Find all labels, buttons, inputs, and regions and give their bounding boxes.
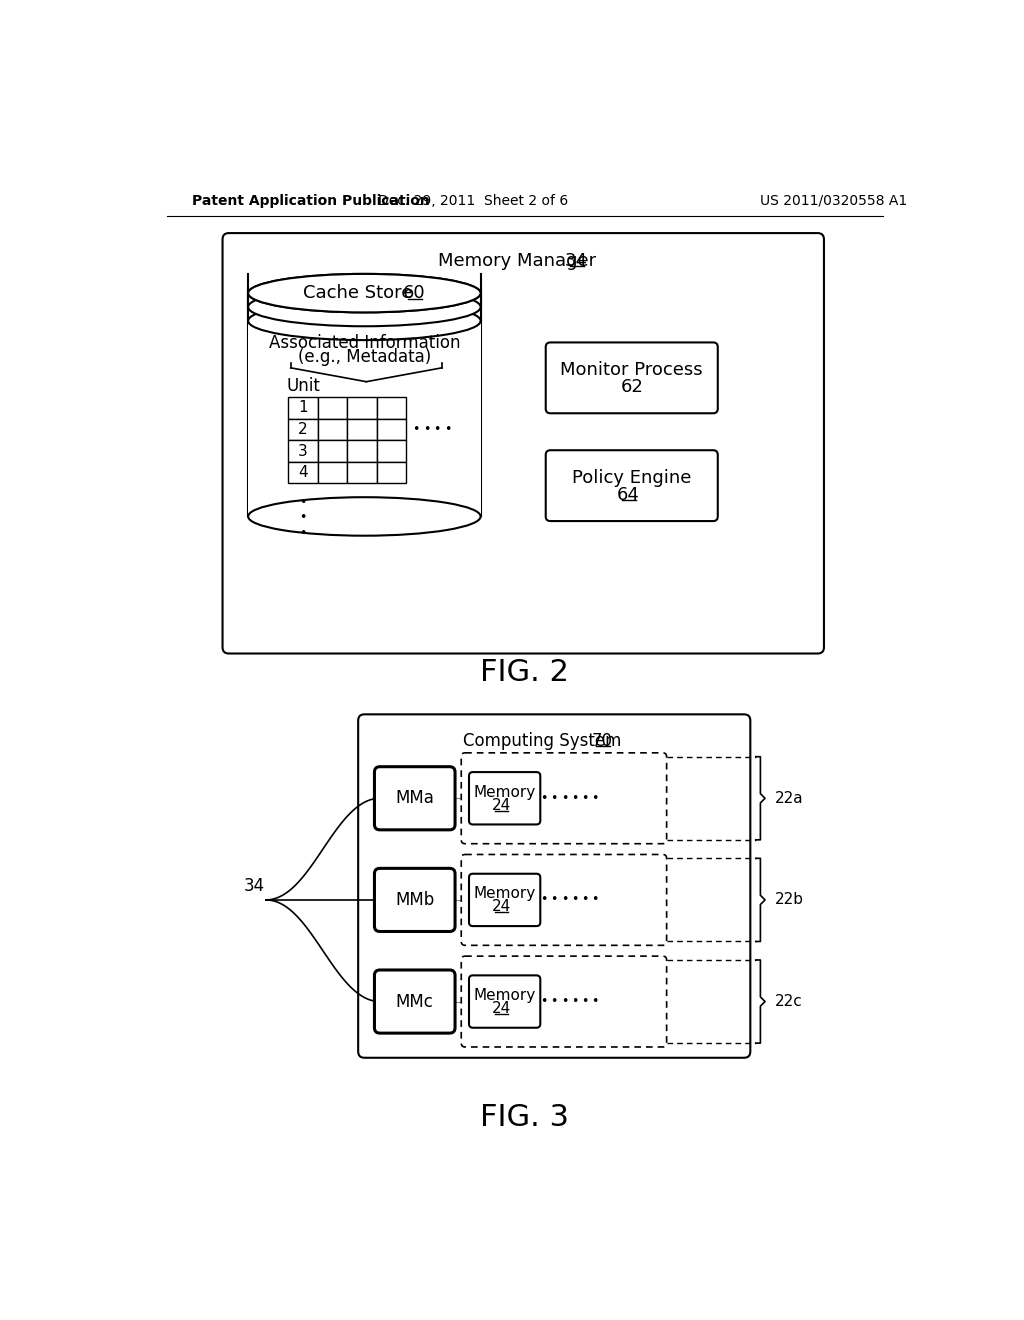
- Bar: [377, 397, 407, 418]
- Text: •: •: [591, 995, 598, 1008]
- Text: (e.g., Metadata): (e.g., Metadata): [298, 348, 431, 366]
- Text: •: •: [433, 422, 441, 436]
- FancyBboxPatch shape: [469, 772, 541, 825]
- FancyBboxPatch shape: [469, 975, 541, 1028]
- Text: Memory: Memory: [473, 886, 536, 902]
- Bar: [248, 293, 480, 516]
- Bar: [289, 462, 317, 483]
- Bar: [377, 441, 407, 462]
- FancyBboxPatch shape: [461, 752, 667, 843]
- Bar: [289, 397, 317, 418]
- Bar: [317, 462, 347, 483]
- Text: Computing System: Computing System: [464, 731, 622, 750]
- Bar: [317, 418, 347, 441]
- Text: MMb: MMb: [395, 891, 434, 909]
- Text: FIG. 3: FIG. 3: [480, 1102, 569, 1131]
- FancyBboxPatch shape: [375, 767, 455, 830]
- Text: 62: 62: [621, 378, 643, 396]
- Bar: [289, 441, 317, 462]
- FancyBboxPatch shape: [461, 854, 667, 945]
- Text: •: •: [560, 894, 568, 907]
- Ellipse shape: [248, 275, 480, 313]
- Text: •: •: [541, 995, 548, 1008]
- Text: Memory Manager: Memory Manager: [438, 252, 596, 269]
- Text: 4: 4: [298, 465, 308, 480]
- Text: •: •: [581, 792, 588, 805]
- Text: •: •: [551, 894, 558, 907]
- Text: Memory: Memory: [473, 987, 536, 1003]
- Text: Policy Engine: Policy Engine: [572, 469, 691, 487]
- Text: •: •: [541, 792, 548, 805]
- Text: •: •: [570, 894, 579, 907]
- Text: •: •: [299, 496, 307, 510]
- Text: 24: 24: [492, 797, 511, 813]
- Text: Associated Information: Associated Information: [268, 334, 460, 352]
- FancyBboxPatch shape: [375, 970, 455, 1034]
- Ellipse shape: [248, 302, 480, 341]
- Text: •: •: [581, 894, 588, 907]
- Text: 24: 24: [492, 899, 511, 915]
- Text: 22b: 22b: [775, 892, 804, 907]
- Text: •: •: [423, 422, 430, 436]
- FancyBboxPatch shape: [375, 869, 455, 932]
- Text: •: •: [444, 422, 452, 436]
- Text: •: •: [412, 422, 419, 436]
- Ellipse shape: [248, 275, 480, 313]
- Text: •: •: [560, 995, 568, 1008]
- Text: 3: 3: [298, 444, 308, 458]
- FancyBboxPatch shape: [546, 450, 718, 521]
- Text: •: •: [591, 792, 598, 805]
- Text: MMa: MMa: [395, 789, 434, 808]
- Text: •: •: [570, 792, 579, 805]
- Bar: [317, 441, 347, 462]
- Text: US 2011/0320558 A1: US 2011/0320558 A1: [760, 194, 907, 207]
- Text: FIG. 2: FIG. 2: [480, 659, 569, 688]
- FancyBboxPatch shape: [222, 234, 824, 653]
- Text: 22a: 22a: [775, 791, 804, 805]
- Ellipse shape: [248, 498, 480, 536]
- FancyBboxPatch shape: [358, 714, 751, 1057]
- Ellipse shape: [248, 288, 480, 326]
- Text: 1: 1: [298, 400, 308, 416]
- Text: •: •: [541, 894, 548, 907]
- Text: •: •: [551, 995, 558, 1008]
- FancyBboxPatch shape: [546, 342, 718, 413]
- Text: •: •: [299, 511, 307, 524]
- Bar: [377, 462, 407, 483]
- Bar: [347, 418, 377, 441]
- Text: Monitor Process: Monitor Process: [560, 362, 703, 379]
- Text: 70: 70: [592, 731, 612, 750]
- Text: 34: 34: [564, 252, 588, 269]
- Text: •: •: [551, 792, 558, 805]
- Text: Cache Store: Cache Store: [303, 284, 413, 302]
- Text: 24: 24: [492, 1001, 511, 1016]
- Bar: [377, 418, 407, 441]
- Text: Dec. 29, 2011  Sheet 2 of 6: Dec. 29, 2011 Sheet 2 of 6: [378, 194, 568, 207]
- Text: Memory: Memory: [473, 784, 536, 800]
- Bar: [289, 418, 317, 441]
- FancyBboxPatch shape: [469, 874, 541, 927]
- Text: MMc: MMc: [396, 993, 434, 1011]
- FancyBboxPatch shape: [461, 956, 667, 1047]
- Bar: [347, 397, 377, 418]
- Text: Unit: Unit: [287, 378, 321, 395]
- Text: •: •: [570, 995, 579, 1008]
- Text: 64: 64: [616, 486, 639, 504]
- Text: 2: 2: [298, 422, 308, 437]
- Text: •: •: [581, 995, 588, 1008]
- Bar: [347, 462, 377, 483]
- Text: •: •: [299, 527, 307, 540]
- Bar: [317, 397, 347, 418]
- Text: •: •: [591, 894, 598, 907]
- Text: 60: 60: [402, 284, 425, 302]
- Text: 34: 34: [244, 876, 265, 895]
- Bar: [347, 441, 377, 462]
- Text: Patent Application Publication: Patent Application Publication: [191, 194, 429, 207]
- Text: 22c: 22c: [775, 994, 803, 1008]
- Text: •: •: [560, 792, 568, 805]
